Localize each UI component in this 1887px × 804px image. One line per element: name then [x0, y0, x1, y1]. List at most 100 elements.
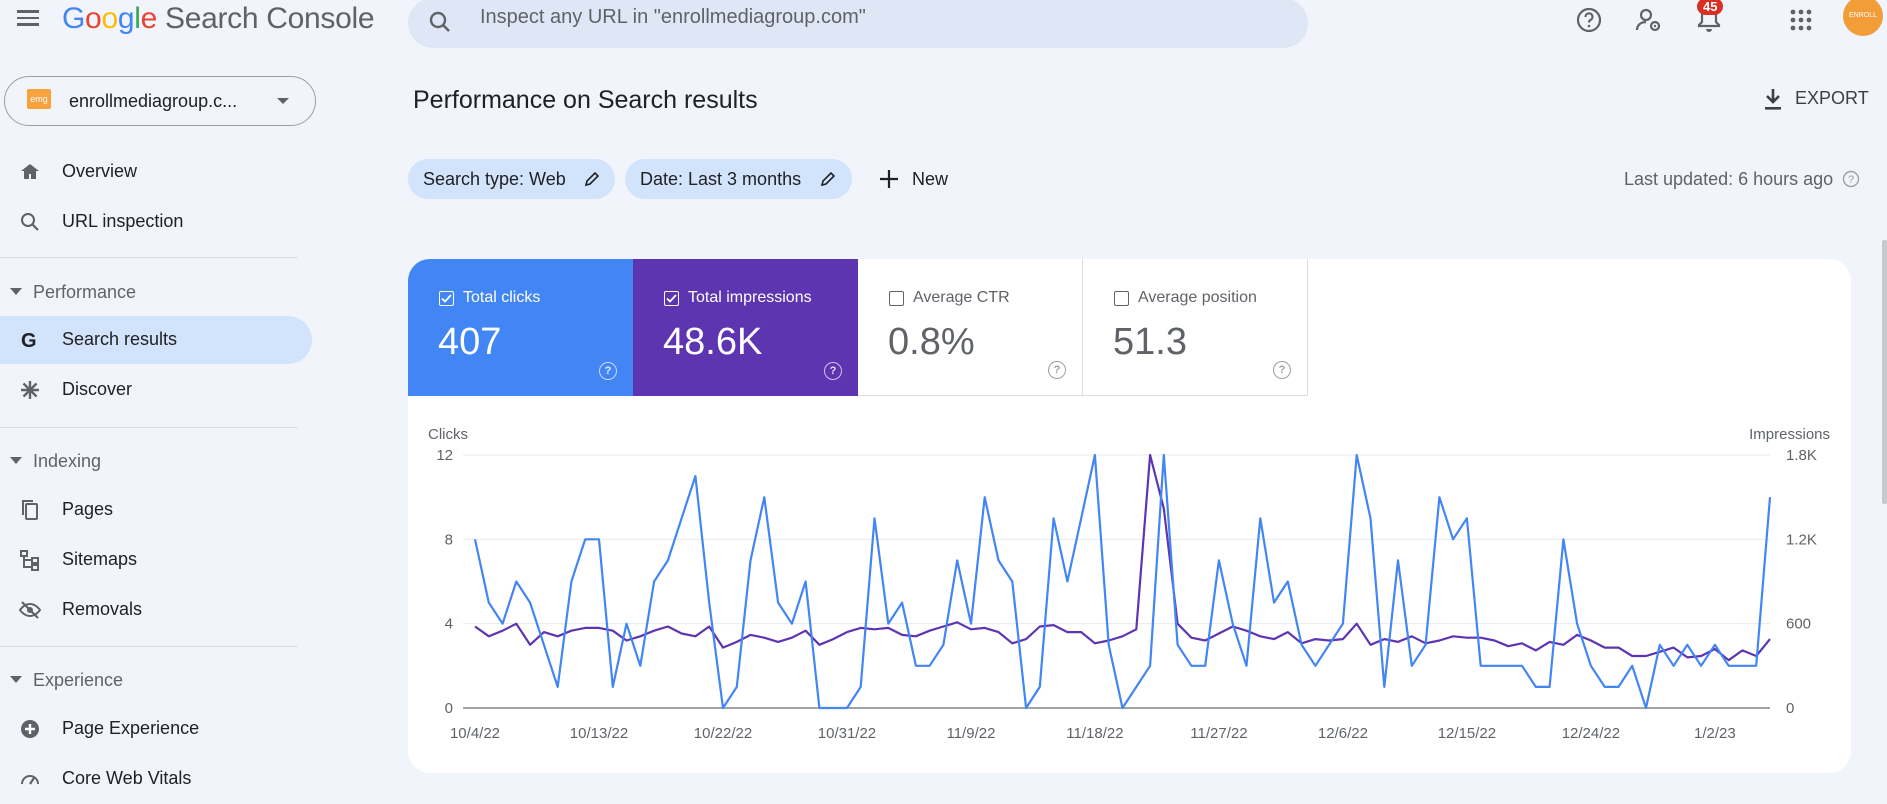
performance-line-chart[interactable]: Clicks Impressions 0 0 4 600 8 1.2K 12 1.8K 10/4/2… [408, 409, 1851, 759]
y-axis-label-right: Impressions [1749, 426, 1830, 443]
x-tick-label: 11/9/22 [946, 725, 995, 742]
svg-text:?: ? [1848, 174, 1854, 186]
sidebar-divider [0, 257, 298, 258]
sidebar-section-experience[interactable]: Experience [0, 665, 312, 695]
logo-letter: e [140, 2, 158, 35]
account-avatar[interactable]: ENROLL [1843, 0, 1883, 36]
sidebar-item-label: Page Experience [62, 718, 200, 738]
sidebar-item-discover[interactable]: Discover [0, 366, 312, 414]
date-filter-chip[interactable]: Date: Last 3 months [625, 159, 852, 199]
sidebar-item-core-web-vitals[interactable]: Core Web Vitals [0, 755, 312, 803]
logo-product-name: Search Console [164, 2, 375, 35]
help-icon[interactable]: ? [824, 362, 842, 380]
x-tick-label: 10/22/22 [694, 725, 752, 742]
search-icon[interactable] [428, 10, 452, 34]
sidebar-item-pages[interactable]: Pages [0, 486, 312, 534]
y-tick-label-right: 1.8K [1786, 447, 1817, 464]
sidebar-item-search-results[interactable]: G Search results [0, 316, 312, 364]
x-tick-label: 11/18/22 [1066, 725, 1123, 742]
metric-label: Total clicks [463, 289, 541, 306]
checkbox-unchecked[interactable] [1114, 291, 1129, 306]
edit-pencil-icon [584, 171, 600, 187]
plus-circle-icon [21, 720, 39, 738]
sidebar-divider [0, 646, 298, 647]
help-icon[interactable]: ? [1048, 361, 1066, 379]
logo-letter: l [134, 2, 141, 35]
sidebar-item-page-experience[interactable]: Page Experience [0, 705, 312, 753]
page-scrollbar[interactable] [1882, 240, 1887, 504]
sidebar-section-label: Experience [33, 670, 124, 690]
series-line-clicks [473, 453, 1772, 710]
collapse-triangle-icon [10, 457, 22, 464]
x-tick-label: 10/4/22 [450, 725, 500, 742]
search-icon [21, 213, 39, 231]
main-menu-icon[interactable] [14, 6, 42, 34]
sidebar-divider [0, 427, 298, 428]
sidebar-section-performance[interactable]: Performance [0, 277, 312, 307]
export-button[interactable]: EXPORT [1755, 84, 1875, 116]
logo-letter: g [117, 2, 135, 35]
help-icon[interactable] [1573, 4, 1605, 36]
sidebar-item-sitemaps[interactable]: Sitemaps [0, 536, 312, 584]
metric-label: Total impressions [688, 289, 812, 306]
url-inspect-search-bar[interactable]: Inspect any URL in "enrollmediagroup.com… [408, 0, 1308, 48]
sidebar-item-url-inspection[interactable]: URL inspection [0, 198, 312, 246]
download-icon [1765, 89, 1781, 110]
user-settings-icon[interactable] [1633, 4, 1665, 36]
search-input[interactable]: Inspect any URL in "enrollmediagroup.com… [480, 6, 866, 28]
last-updated-label: Last updated: 6 hours ago [1624, 169, 1834, 189]
help-icon[interactable]: ? [1842, 170, 1860, 188]
metric-total-clicks[interactable]: Total clicks 407 ? [408, 259, 633, 396]
y-tick-label-right: 1.2K [1786, 531, 1817, 548]
new-filter-label: New [912, 169, 949, 189]
x-tick-label: 10/31/22 [818, 725, 876, 742]
collapse-triangle-icon [10, 288, 22, 295]
performance-card: Total clicks 407 ? Total impressions 48.… [408, 259, 1851, 773]
plus-icon [880, 170, 898, 188]
sidebar-item-label: URL inspection [62, 211, 184, 231]
pages-icon [22, 500, 38, 520]
page-title: Performance on Search results [413, 86, 758, 114]
y-tick-label-left: 8 [445, 531, 453, 548]
help-icon[interactable]: ? [1273, 361, 1291, 379]
y-tick-label-left: 12 [436, 447, 453, 464]
filter-chip-label: Search type: Web [423, 169, 566, 189]
x-tick-label: 12/6/22 [1318, 725, 1368, 742]
apps-grid-icon[interactable] [1785, 4, 1817, 36]
sidebar-item-removals[interactable]: Removals [0, 586, 312, 634]
logo-letter: o [85, 2, 102, 35]
metric-total-impressions[interactable]: Total impressions 48.6K ? [633, 259, 858, 396]
sidebar-item-label: Removals [62, 599, 143, 619]
sidebar-section-indexing[interactable]: Indexing [0, 446, 312, 476]
y-tick-label-right: 0 [1786, 700, 1794, 717]
metric-average-position[interactable]: Average position 51.3 ? [1083, 259, 1308, 396]
sidebar-item-label: Search results [62, 329, 178, 349]
eye-off-icon [18, 601, 42, 619]
property-selector[interactable]: emg enrollmediagroup.c... [4, 76, 316, 126]
search-type-filter-chip[interactable]: Search type: Web [408, 159, 615, 199]
filter-chip-label: Date: Last 3 months [640, 169, 802, 189]
checkbox-checked[interactable] [439, 291, 454, 306]
svg-text:G: G [21, 330, 37, 352]
top-bar: Google Search Console Inspect any URL in … [0, 0, 1887, 64]
search-console-logo[interactable]: Google Search Console [62, 2, 375, 36]
help-icon[interactable]: ? [599, 362, 617, 380]
sidebar-item-label: Core Web Vitals [62, 768, 192, 788]
checkbox-unchecked[interactable] [889, 291, 904, 306]
new-filter-button[interactable]: New [872, 159, 972, 199]
sidebar-item-overview[interactable]: Overview [0, 148, 312, 196]
last-updated-text: Last updated: 6 hours ago ? [1624, 169, 1860, 190]
metric-average-ctr[interactable]: Average CTR 0.8% ? [858, 259, 1083, 396]
sidebar-item-label: Pages [62, 499, 114, 519]
y-tick-label-left: 4 [445, 616, 453, 633]
sidebar-section-label: Indexing [33, 451, 102, 471]
metric-value: 407 [438, 321, 502, 363]
x-tick-label: 12/15/22 [1438, 725, 1496, 742]
y-tick-label-left: 0 [445, 700, 453, 717]
property-name: enrollmediagroup.c... [69, 91, 238, 111]
google-g-icon: G [21, 330, 37, 352]
y-axis-label-left: Clicks [428, 426, 468, 443]
checkbox-checked[interactable] [664, 291, 679, 306]
edit-pencil-icon [820, 171, 836, 187]
y-tick-label-right: 600 [1786, 616, 1811, 633]
